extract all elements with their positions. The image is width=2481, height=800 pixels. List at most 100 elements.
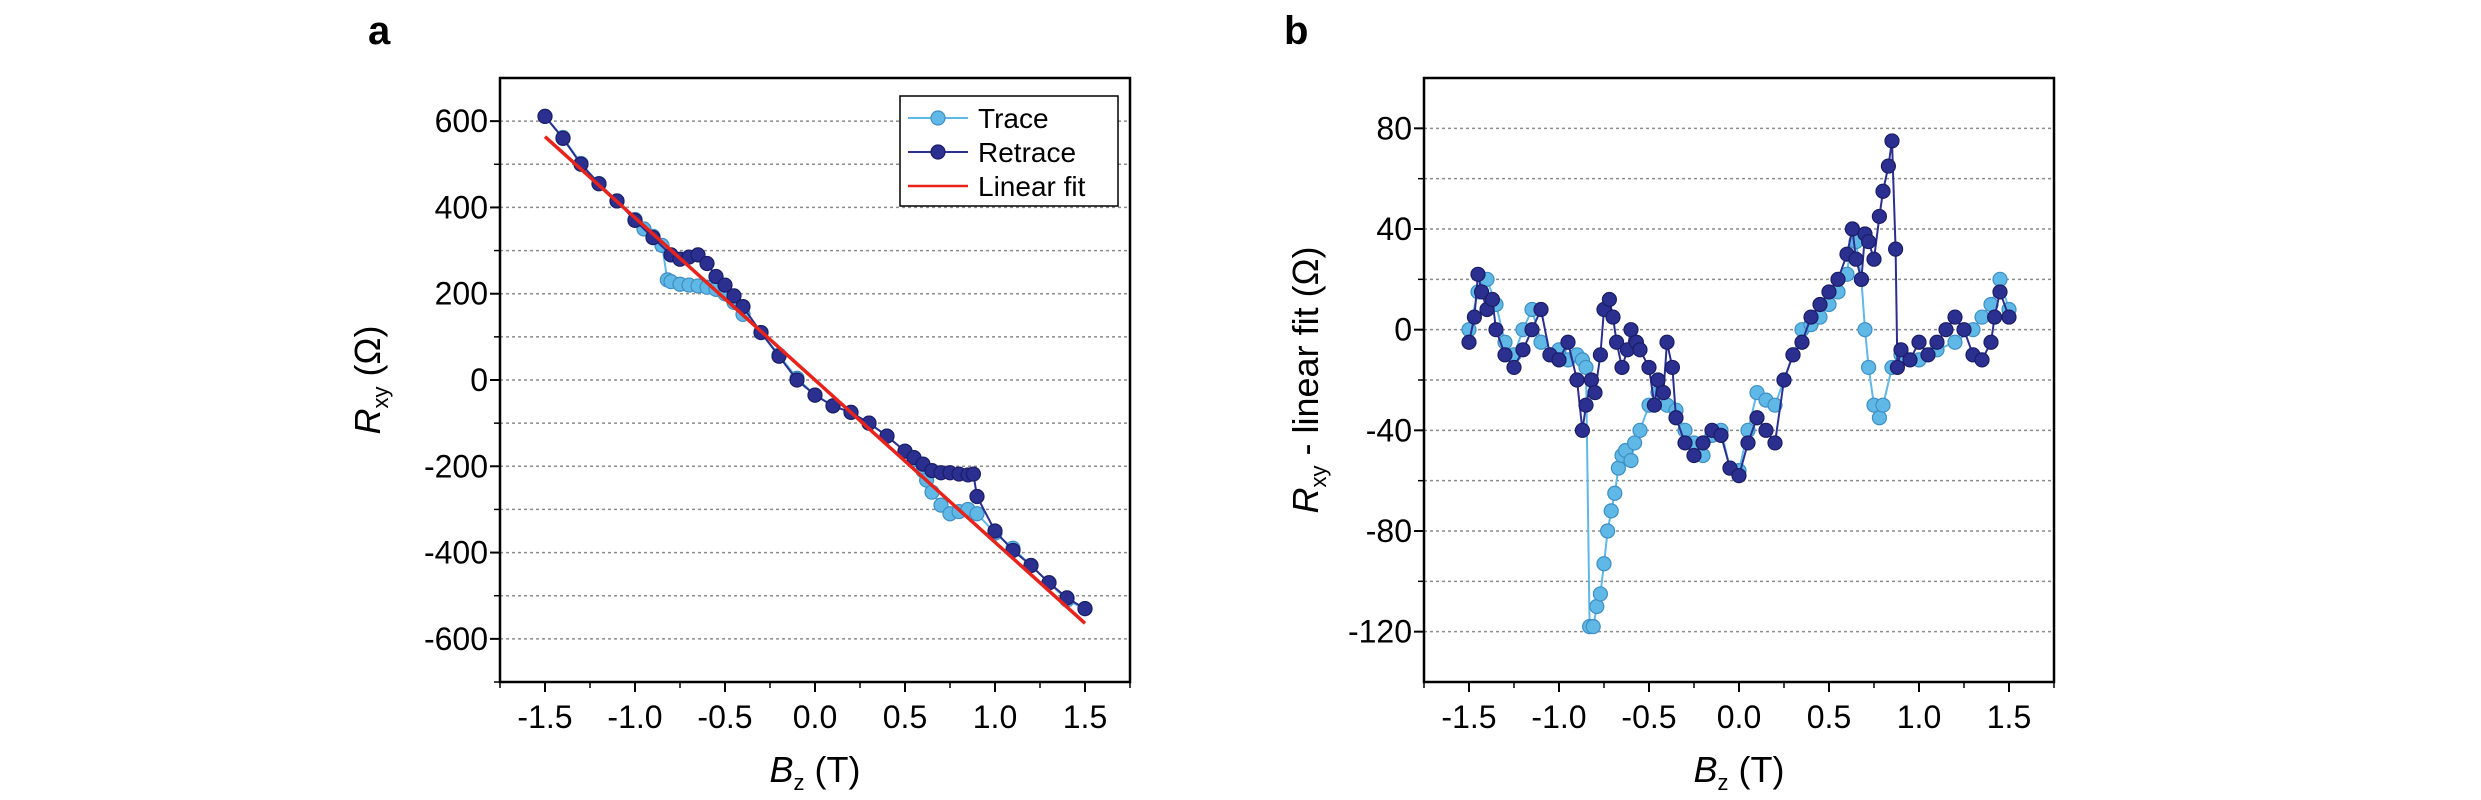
data-point-retrace — [1830, 271, 1846, 287]
data-point-retrace — [1650, 372, 1666, 388]
y-tick-label: 600 — [435, 103, 488, 139]
data-point-trace — [1603, 503, 1619, 519]
x-tick-label: -1.0 — [1531, 699, 1586, 735]
data-point-retrace — [1986, 309, 2003, 325]
data-point-retrace — [1880, 158, 1897, 174]
data-point-retrace — [726, 288, 742, 304]
data-point-retrace — [1664, 359, 1681, 376]
y-axis-title-unit: (Ω) — [347, 326, 388, 387]
data-point-trace — [1992, 271, 2008, 287]
data-point-retrace — [1601, 291, 1618, 308]
data-point-retrace — [1655, 384, 1672, 401]
data-point-retrace — [1785, 347, 1801, 363]
data-point-retrace — [1632, 342, 1648, 358]
x-tick-label: 0.5 — [1807, 699, 1851, 735]
data-point-retrace — [1077, 601, 1093, 617]
data-point-retrace — [1668, 410, 1684, 426]
x-tick-label: -1.0 — [607, 699, 662, 735]
data-point-retrace — [1776, 372, 1792, 388]
data-point-retrace — [1929, 334, 1945, 350]
y-tick-label: 200 — [435, 276, 488, 312]
data-point-trace — [1857, 322, 1873, 338]
data-point-retrace — [1560, 334, 1576, 350]
x-axis-title: Bz (T) — [770, 749, 861, 795]
y-tick-label: -80 — [1366, 513, 1412, 549]
data-point-retrace — [1583, 372, 1600, 388]
data-point-retrace — [537, 108, 553, 124]
data-point-retrace — [645, 230, 661, 246]
data-point-trace — [1461, 322, 1477, 338]
data-point-retrace — [1473, 284, 1490, 300]
data-point-retrace — [1731, 468, 1747, 484]
data-point-retrace — [717, 277, 733, 293]
data-point-trace — [1585, 619, 1601, 635]
x-tick-label: -1.5 — [1441, 699, 1496, 735]
data-point-retrace — [1902, 352, 1918, 368]
data-point-retrace — [1497, 347, 1513, 363]
data-point-retrace — [1889, 359, 1906, 376]
data-point-trace — [1592, 586, 1609, 602]
y-tick-label: 400 — [435, 189, 488, 225]
data-point-retrace — [1470, 266, 1486, 282]
data-point-retrace — [1893, 342, 1909, 358]
data-point-trace — [1875, 397, 1891, 413]
data-point-retrace — [789, 372, 805, 388]
y-axis-title-unit: - linear fit (Ω) — [1285, 247, 1326, 466]
data-point-retrace — [1592, 347, 1609, 363]
legend-label: Linear fit — [978, 171, 1086, 202]
data-point-retrace — [1713, 427, 1729, 443]
x-axis-title-unit: (T) — [1729, 749, 1785, 790]
legend-label: Retrace — [978, 137, 1076, 168]
data-point-retrace — [1466, 309, 1483, 325]
y-axis-title-symbol: R — [1285, 487, 1326, 513]
x-tick-label: 0.5 — [883, 699, 927, 735]
panel-label-b: b — [1284, 9, 1308, 53]
data-point-retrace — [1920, 347, 1936, 363]
data-point-retrace — [1587, 384, 1603, 401]
x-tick-label: 0.0 — [793, 699, 837, 735]
legend-label: Trace — [978, 103, 1049, 134]
data-point-trace — [1589, 598, 1605, 615]
data-point-retrace — [1821, 284, 1837, 300]
data-point-retrace — [1646, 397, 1663, 413]
data-point-retrace — [1614, 359, 1630, 376]
linear-fit-line — [543, 135, 1087, 625]
y-axis-title-subscript: xy — [1306, 465, 1331, 487]
y-axis-title: Rxy (Ω) — [347, 326, 393, 435]
data-point-retrace — [1461, 334, 1477, 350]
y-tick-label: 40 — [1376, 211, 1412, 247]
series-line-trace — [1468, 228, 2010, 628]
data-point-trace — [1596, 556, 1612, 572]
x-tick-label: -1.5 — [517, 699, 572, 735]
data-point-retrace — [1992, 284, 2008, 300]
x-tick-label: 0.0 — [1717, 699, 1761, 735]
data-point-retrace — [1983, 334, 1999, 350]
y-tick-label: 0 — [470, 362, 488, 398]
data-point-retrace — [1938, 322, 1954, 338]
data-point-trace — [1632, 422, 1648, 438]
data-point-trace — [1607, 485, 1623, 501]
data-point-retrace — [1848, 251, 1864, 267]
data-point-retrace — [1844, 221, 1861, 237]
data-point-trace — [1767, 397, 1783, 413]
y-axis-title-subscript: xy — [368, 386, 393, 408]
data-point-retrace — [1794, 334, 1810, 350]
x-tick-label: 1.5 — [1063, 699, 1107, 735]
data-point-retrace — [969, 488, 985, 505]
y-tick-label: -600 — [424, 621, 488, 657]
x-axis-title-unit: (T) — [805, 749, 861, 790]
y-tick-label: -40 — [1366, 412, 1412, 448]
data-point-trace — [1974, 309, 1990, 325]
x-tick-label: 1.0 — [1897, 699, 1941, 735]
data-point-retrace — [1767, 435, 1783, 451]
data-point-trace — [1599, 523, 1616, 539]
data-point-retrace — [1812, 296, 1828, 313]
x-axis-title-symbol: B — [770, 749, 794, 790]
y-axis-title-symbol: R — [347, 408, 388, 434]
data-point-retrace — [1574, 422, 1591, 438]
x-tick-label: 1.5 — [1987, 699, 2031, 735]
x-tick-label: -0.5 — [697, 699, 752, 735]
x-axis-title-subscript: z — [794, 770, 805, 795]
data-point-retrace — [1686, 447, 1702, 464]
